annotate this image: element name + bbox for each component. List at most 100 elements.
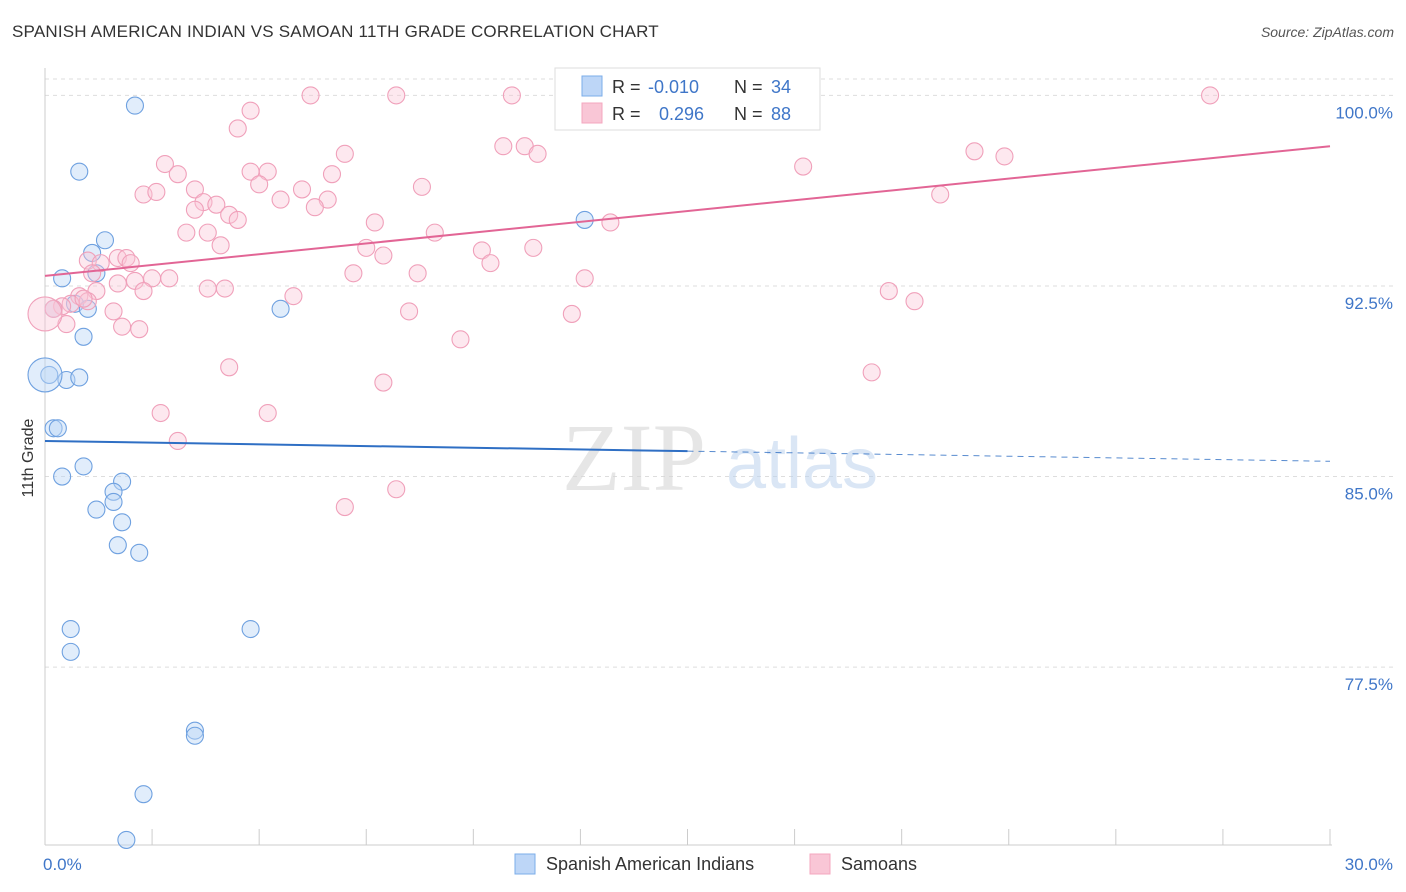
samoan-point-34: [601, 213, 620, 232]
samoan-point-60: [134, 282, 153, 301]
y-tick-label-0: 100.0%: [1335, 103, 1393, 122]
spanish-american-indian-point-1: [70, 162, 89, 181]
samoan-point-42: [472, 241, 491, 260]
spanish-american-indian-point-21: [108, 536, 127, 555]
samoan-point-29: [305, 198, 324, 217]
samoan-point-6: [228, 119, 247, 138]
stats-legend: R = -0.010 N = 34 R = 0.296 N = 88: [554, 67, 821, 131]
samoan-trend: [44, 145, 1331, 277]
spanish-american-indian-point-23: [61, 619, 80, 639]
spanish-american-indian-point-24: [61, 642, 80, 661]
spanish-american-indian-point-28: [134, 785, 153, 804]
samoan-point-54: [160, 269, 179, 288]
spanish-american-indian-point-17: [104, 482, 123, 501]
samoan-point-77: [862, 363, 881, 382]
spanish-american-indian-point-4: [87, 264, 106, 283]
samoan-point-21: [185, 180, 204, 199]
spanish-american-indian-point-22: [130, 543, 149, 562]
stats-n-label-2: N =: [734, 104, 763, 124]
spanish-american-indian-point-18: [104, 492, 123, 512]
samoan-point-19: [250, 175, 269, 194]
samoan-point-37: [198, 223, 217, 242]
spanish-american-indian-point-27: [185, 726, 204, 745]
samoan-point-20: [412, 177, 431, 196]
samoan-point-46: [121, 254, 140, 273]
samoan-point-79: [151, 403, 170, 423]
samoan-point-73: [113, 317, 132, 336]
samoan-point-66: [284, 287, 303, 306]
series-legend: Spanish American Indians Samoans: [514, 853, 917, 875]
samoan-point-5: [241, 101, 260, 120]
samoan-point-71: [562, 304, 581, 323]
samoan-point-87: [74, 289, 93, 308]
samoan-point-52: [575, 269, 594, 288]
samoan-point-41: [524, 238, 543, 257]
samoan-point-13: [155, 154, 174, 174]
spanish-american-indian-point-14: [74, 457, 93, 476]
samoan-point-85: [27, 296, 63, 332]
y-tick-label-2: 85.0%: [1345, 485, 1393, 504]
samoan-point-72: [57, 315, 76, 334]
samoan-point-10: [335, 144, 354, 163]
spanish-american-indian-point-13: [48, 419, 67, 438]
samoan-point-24: [147, 182, 166, 202]
stats-legend-blue-swatch: [581, 75, 603, 97]
stats-r-value-1: -0.010: [648, 77, 699, 97]
spanish-american-indian-point-11: [70, 368, 89, 387]
legend-swatch-spanish-american-indians: [514, 853, 536, 875]
samoan-point-36: [177, 223, 196, 242]
x-tick-label-0: 0.0%: [43, 855, 82, 874]
samoan-point-50: [344, 264, 363, 283]
samoan-point-38: [425, 223, 444, 242]
watermark-zip: ZIP: [562, 404, 706, 511]
samoan-point-17: [258, 162, 277, 181]
spanish-american-indian-point-20: [113, 513, 132, 532]
spanish-american-indian-point-19: [87, 500, 106, 519]
spanish-american-indian-point-25: [241, 619, 260, 639]
spanish-american-indian-point-9: [40, 365, 59, 384]
spanish-american-indian-point-31: [271, 299, 290, 318]
samoan-point-27: [207, 195, 226, 214]
samoan-point-25: [271, 190, 290, 209]
y-axis-label: 11th Grade: [20, 418, 37, 497]
samoan-point-9: [528, 144, 547, 163]
legend-swatch-samoans: [809, 853, 831, 875]
samoan-point-51: [408, 264, 427, 283]
samoan-point-80: [258, 403, 277, 423]
spanish-american-indian-point-7: [78, 299, 97, 318]
samoan-point-35: [931, 185, 950, 204]
samoan-point-81: [168, 431, 187, 451]
spanish-american-indian-point-8: [74, 327, 93, 346]
samoan-point-31: [220, 205, 239, 224]
stats-legend-pink-swatch: [581, 102, 603, 124]
spanish-american-indian-point-15: [53, 467, 72, 486]
spanish-american-indian-trend-solid: [44, 439, 688, 453]
samoan-point-30: [185, 200, 204, 219]
samoan-point-7: [494, 137, 513, 156]
samoan-point-58: [215, 279, 234, 298]
spanish-american-indian-point-0: [125, 96, 144, 115]
samoan-point-70: [400, 302, 419, 321]
samoan-point-0: [301, 86, 320, 105]
samoan-point-33: [365, 213, 384, 232]
samoan-point-2: [502, 86, 521, 105]
spanish-american-indian-point-12: [44, 419, 63, 438]
samoan-point-48: [374, 246, 393, 265]
samoan-point-11: [965, 142, 984, 161]
samoan-point-76: [220, 358, 239, 377]
spanish-american-indian-point-33: [27, 357, 63, 393]
samoan-point-1: [387, 86, 406, 105]
samoan-point-83: [335, 497, 354, 517]
stats-r-label-1: R =: [612, 77, 641, 97]
samoan-point-32: [228, 210, 247, 229]
y-tick-label-1: 92.5%: [1345, 294, 1393, 313]
samoan-point-49: [481, 254, 500, 273]
spanish-american-indian-point-26: [185, 721, 204, 740]
stats-n-value-1: 34: [771, 77, 791, 97]
samoan-point-86: [83, 264, 102, 283]
x-tick-label-1: 30.0%: [1345, 855, 1393, 874]
samoan-point-39: [211, 236, 230, 255]
spanish-american-indian-point-5: [53, 269, 72, 288]
samoan-point-75: [451, 330, 470, 349]
